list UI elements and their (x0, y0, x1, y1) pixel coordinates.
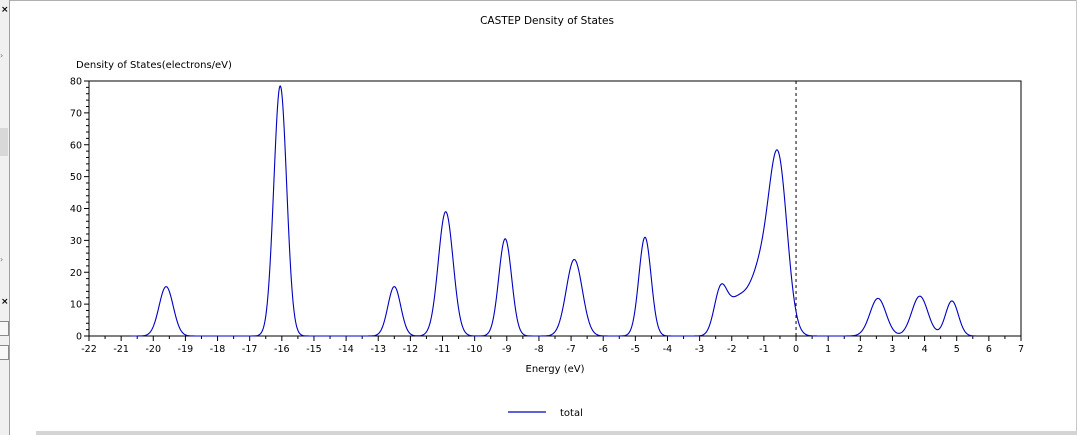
x-tick-label: 5 (954, 344, 960, 355)
x-tick-label: -4 (663, 344, 672, 355)
x-tick-label: 6 (986, 344, 992, 355)
x-tick-label: -9 (502, 344, 511, 355)
x-tick-label: -17 (242, 344, 258, 355)
y-tick-label: 60 (70, 140, 82, 151)
y-tick-label: 10 (70, 300, 82, 311)
x-tick-label: -1 (759, 344, 768, 355)
chart-title: CASTEP Density of States (480, 15, 614, 27)
x-tick-label: -11 (435, 344, 451, 355)
left-panel-strip: × › › × (0, 0, 10, 435)
x-tick-label: -14 (338, 344, 354, 355)
x-tick-label: -2 (727, 344, 736, 355)
checkbox-icon[interactable] (0, 345, 9, 360)
y-tick-label: 20 (70, 268, 82, 279)
x-tick-label: -6 (598, 344, 607, 355)
y-tick-label: 80 (70, 77, 82, 88)
y-tick-label: 50 (70, 172, 82, 183)
x-tick-label: -12 (403, 344, 419, 355)
x-tick-label: -5 (631, 344, 640, 355)
x-tick-label: 7 (1018, 344, 1024, 355)
x-tick-label: 0 (793, 344, 799, 355)
plot-area-frame (88, 80, 1022, 337)
close-icon[interactable]: × (1, 5, 9, 15)
x-tick-label: -15 (306, 344, 322, 355)
y-tick-label: 70 (70, 108, 82, 119)
x-tick-label: -22 (81, 344, 97, 355)
close-icon[interactable]: × (1, 297, 9, 307)
y-tick-label: 30 (70, 236, 82, 247)
scrollbar-thumb[interactable] (0, 128, 8, 156)
x-tick-label: 3 (889, 344, 895, 355)
x-tick-label: -20 (146, 344, 162, 355)
x-tick-label: -8 (534, 344, 543, 355)
y-tick-label: 0 (76, 332, 82, 343)
y-axis-label: Density of States(electrons/eV) (76, 60, 232, 71)
x-tick-label: 1 (825, 344, 831, 355)
x-tick-label: -21 (113, 344, 129, 355)
x-tick-label: -10 (467, 344, 483, 355)
series-line-total (130, 85, 977, 337)
axis-ticks: -22 -21 -20 -19 -18 -17 -16 -15 -14 -13 -12 -11 -10-… (70, 77, 1024, 356)
horizontal-scrollbar[interactable] (36, 431, 1077, 435)
checkbox-icon[interactable] (0, 321, 9, 336)
x-tick-label: -18 (210, 344, 226, 355)
x-tick-label: -7 (566, 344, 575, 355)
x-tick-label: 4 (922, 344, 928, 355)
x-tick-label: 2 (857, 344, 863, 355)
x-tick-label: -16 (274, 344, 290, 355)
legend-label-total: total (560, 408, 583, 419)
scroll-arrow-icon[interactable]: › (0, 255, 4, 264)
top-border (10, 0, 1077, 1)
x-tick-label: -3 (695, 344, 704, 355)
x-tick-label: -19 (178, 344, 194, 355)
x-tick-label: -13 (370, 344, 386, 355)
y-tick-label: 40 (70, 204, 82, 215)
legend: total (508, 408, 583, 419)
x-axis-label: Energy (eV) (526, 364, 585, 375)
scroll-arrow-icon[interactable]: › (0, 51, 4, 60)
